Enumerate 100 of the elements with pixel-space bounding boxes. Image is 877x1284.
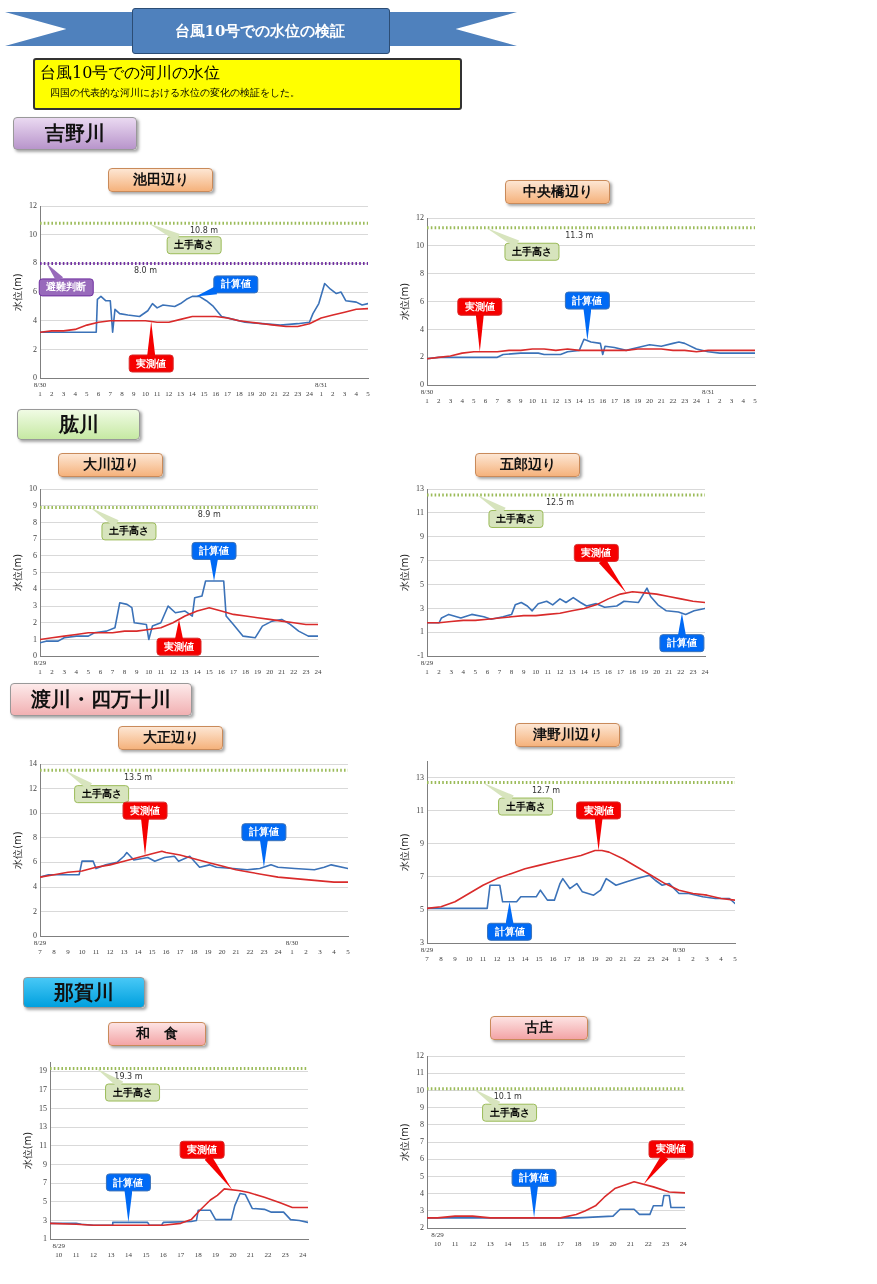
text: 実測値 [655, 1143, 686, 1155]
text: 四国の代表的な河川における水位の変化の検証をした。 [50, 86, 300, 100]
y-tick-label: 10 [416, 240, 424, 250]
y-tick-label: 12 [29, 783, 37, 793]
y-tick-label: 7 [43, 1178, 47, 1188]
y-axis-title: 水位(m) [398, 553, 410, 592]
annotation: 13.5 m [123, 773, 153, 783]
ref-line-label: 避難判断 [45, 281, 87, 293]
y-axis-title: 水位(m) [11, 553, 23, 592]
y-tick-label: 3 [420, 603, 424, 613]
y-tick-label: 6 [420, 296, 424, 306]
y-tick-label: 2 [420, 1223, 424, 1233]
y-tick-label: 9 [33, 500, 37, 510]
y-tick-label: 8 [420, 268, 424, 278]
y-tick-label: 3 [43, 1215, 47, 1225]
chart-title: 大正辺り [142, 729, 199, 747]
y-tick-label: 8 [33, 517, 37, 527]
chart-title: 大川辺り [82, 456, 139, 474]
y-tick-label: 6 [420, 1154, 424, 1164]
annotation: 12.7 m [531, 785, 561, 795]
y-tick-label: 2 [33, 344, 37, 354]
y-tick-label: 11 [416, 805, 424, 815]
y-tick-label: 19 [39, 1066, 47, 1076]
y-tick-label: 0 [33, 373, 37, 383]
y-tick-label: 13 [39, 1122, 47, 1132]
text: 計算値 [665, 637, 697, 649]
text: 肱川 [58, 411, 99, 438]
y-tick-label: 10 [29, 229, 37, 239]
y-tick-label: 2 [420, 352, 424, 362]
y-tick-label: 8 [420, 1119, 424, 1129]
text: 計算値 [571, 294, 603, 306]
y-tick-label: 4 [420, 324, 424, 334]
text: 実測値 [582, 804, 614, 816]
y-tick-label: 1 [33, 634, 37, 644]
text: 台風10号での水位の検証 [174, 21, 346, 41]
y-tick-label: 13 [416, 772, 424, 782]
y-tick-label: 12 [416, 1051, 424, 1061]
y-tick-label: 3 [33, 601, 37, 611]
y-tick-label: 4 [33, 315, 37, 325]
y-tick-label: 7 [33, 534, 37, 544]
annotation: 10.8 m [189, 226, 219, 236]
y-tick-label: 15 [39, 1103, 47, 1113]
y-axis-title: 水位(m) [398, 1123, 410, 1161]
text: 計算値 [198, 545, 230, 557]
y-tick-label: 0 [420, 380, 424, 390]
y-tick-label: 9 [420, 838, 424, 848]
annotation: 19.3 m [114, 1071, 143, 1081]
annotation: 8.0 m [133, 266, 158, 276]
ref-line-label: 土手高さ [173, 239, 215, 251]
annotation: 12.5 m [545, 498, 575, 508]
y-tick-label: 1 [43, 1234, 47, 1244]
y-tick-label: 4 [420, 1188, 424, 1198]
y-tick-label: 7 [420, 1137, 424, 1147]
y-tick-label: 0 [33, 931, 37, 941]
chart-title: 池田辺り [132, 171, 189, 189]
chart-title: 五郎辺り [499, 456, 556, 474]
y-tick-label: 8 [33, 832, 37, 842]
text: 那賀川 [54, 979, 114, 1006]
y-tick-label: 7 [420, 555, 424, 565]
chart-title: 津野川辺り [532, 726, 603, 744]
series-label: 計算値 [493, 925, 525, 937]
y-tick-label: 1 [420, 627, 424, 637]
y-tick-label: 13 [416, 484, 424, 494]
y-axis-title: 水位(m) [398, 833, 410, 871]
ref-line-label: 土手高さ [504, 800, 546, 812]
text: 実測値 [129, 804, 161, 816]
series-label: 実測値 [163, 640, 194, 652]
y-tick-label: 6 [33, 550, 37, 560]
chart-title: 和 食 [136, 1025, 178, 1043]
text: 実測値 [580, 547, 612, 559]
y-tick-label: 9 [420, 1102, 424, 1112]
annotation: 11.3 m [565, 230, 594, 240]
text: 計算値 [112, 1176, 144, 1188]
text: 渡川・四万十川 [31, 686, 171, 713]
y-tick-label: 5 [420, 905, 424, 915]
y-tick-label: 4 [33, 584, 37, 594]
y-tick-label: 6 [33, 287, 37, 297]
text: 台風10号での河川の水位 [40, 63, 222, 84]
y-tick-label: 8 [33, 258, 37, 268]
ref-line-label: 土手高さ [494, 513, 536, 525]
text: 計算値 [518, 1171, 550, 1183]
ref-line-label: 土手高さ [488, 1106, 530, 1118]
series-label: 計算値 [219, 278, 251, 290]
y-tick-label: -1 [417, 651, 424, 661]
y-tick-label: 11 [416, 507, 424, 517]
y-tick-label: 5 [420, 1171, 424, 1181]
y-tick-label: 10 [29, 808, 37, 818]
y-tick-label: 5 [420, 579, 424, 589]
y-tick-label: 10 [416, 1085, 424, 1095]
y-axis-title: 水位(m) [398, 282, 410, 321]
text: 吉野川 [45, 120, 105, 147]
y-tick-label: 5 [33, 567, 37, 577]
text: 実測値 [463, 300, 495, 312]
y-tick-label: 2 [33, 906, 37, 916]
text: 実測値 [135, 357, 167, 369]
ref-line-label: 土手高さ [510, 245, 552, 257]
y-tick-label: 3 [420, 1206, 424, 1216]
y-tick-label: 9 [43, 1159, 47, 1169]
ref-line-label: 土手高さ [80, 788, 122, 800]
y-tick-label: 2 [33, 617, 37, 627]
